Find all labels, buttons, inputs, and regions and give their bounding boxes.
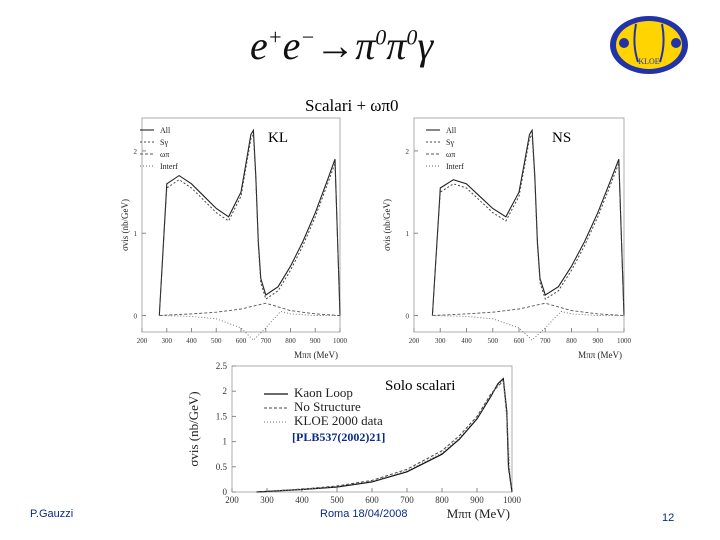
y-tick-label: 2 xyxy=(406,148,410,156)
series-line xyxy=(159,302,341,316)
x-tick-label: 900 xyxy=(310,337,321,345)
series-line xyxy=(431,132,625,316)
series-line xyxy=(159,310,340,341)
logo-text: KLOE xyxy=(638,57,659,66)
footer-date: Roma 18/04/2008 xyxy=(320,508,408,520)
x-tick-label: 600 xyxy=(514,337,525,345)
kloe-logo: KLOE xyxy=(610,16,688,74)
subtitle: Scalari + ωπ0 xyxy=(305,96,399,115)
x-tick-label: 600 xyxy=(365,495,379,505)
plot-frame xyxy=(231,365,513,493)
label-solo-scalari: Solo scalari xyxy=(385,378,456,394)
x-axis-label: Mππ (MeV) xyxy=(294,350,338,360)
x-tick-label: 800 xyxy=(435,495,449,505)
x-tick-label: 900 xyxy=(593,337,604,345)
reference: [PLB537(2002)21] xyxy=(292,430,386,444)
slide-title: e+e−→π0π0γ xyxy=(250,23,434,68)
y-tick-label: 1 xyxy=(223,437,228,447)
y-tick-label: 0 xyxy=(134,313,138,321)
x-tick-label: 300 xyxy=(435,337,446,345)
legend-label: ωπ xyxy=(446,150,455,159)
x-tick-label: 200 xyxy=(409,337,420,345)
series-line xyxy=(158,128,341,316)
y-tick-label: 1 xyxy=(406,230,410,238)
x-tick-label: 400 xyxy=(461,337,472,345)
series-line xyxy=(432,302,625,316)
x-tick-label: 700 xyxy=(540,337,551,345)
y-tick-label: 0 xyxy=(406,313,410,321)
y-tick-label: 1 xyxy=(134,230,138,238)
series-line xyxy=(431,128,625,316)
label-ns: NS xyxy=(552,130,572,146)
x-tick-label: 1000 xyxy=(333,337,348,345)
y-tick-label: 0 xyxy=(223,487,228,497)
x-tick-label: 900 xyxy=(470,495,484,505)
x-tick-label: 700 xyxy=(261,337,272,345)
x-tick-label: 500 xyxy=(330,495,344,505)
chart-solo: 200 300 400 500 600 700 800 900 1000 0 0.5 1 1.5 2 2.5… xyxy=(186,361,522,521)
legend-label: Interf xyxy=(446,162,464,171)
x-tick-label: 300 xyxy=(162,337,173,345)
y-tick-label: 1.5 xyxy=(216,411,228,421)
x-tick-label: 600 xyxy=(236,337,247,345)
legend-label: Sγ xyxy=(160,138,168,147)
x-tick-label: 500 xyxy=(488,337,499,345)
x-axis-label: Mππ (MeV) xyxy=(578,350,622,360)
legend-label: KLOE 2000 data xyxy=(294,413,383,428)
page-number: 12 xyxy=(662,512,675,524)
y-tick-label: 2 xyxy=(134,148,138,156)
x-tick-label: 200 xyxy=(225,495,239,505)
chart-kl: 200 300 400 500 600 700 800 900 1000 0 1 2 Mππ (MeV)… xyxy=(120,117,348,360)
x-tick-label: 800 xyxy=(566,337,577,345)
y-axis-label: σvis (nb/GeV) xyxy=(382,199,392,251)
y-tick-label: 2.5 xyxy=(216,361,228,371)
legend-label: Kaon Loop xyxy=(294,385,353,400)
x-tick-label: 800 xyxy=(285,337,296,345)
series-line xyxy=(256,380,513,493)
legend-label: No Structure xyxy=(294,399,361,414)
y-tick-label: 0.5 xyxy=(216,462,228,472)
x-tick-label: 1000 xyxy=(503,495,522,505)
series-line xyxy=(266,379,511,492)
x-tick-label: 200 xyxy=(137,337,148,345)
legend-label: All xyxy=(446,126,457,135)
series-line xyxy=(158,132,341,316)
y-axis-label: σvis (nb/GeV) xyxy=(186,391,201,466)
x-tick-label: 1000 xyxy=(617,337,632,345)
x-tick-label: 400 xyxy=(186,337,197,345)
legend-label: ωπ xyxy=(160,150,169,159)
x-tick-label: 700 xyxy=(400,495,414,505)
legend-label: Sγ xyxy=(446,138,454,147)
footer-author: P.Gauzzi xyxy=(30,508,74,520)
chart-ns: 200 300 400 500 600 700 800 900 1000 0 1 2 Mππ (MeV)… xyxy=(382,117,632,360)
x-tick-label: 300 xyxy=(260,495,274,505)
y-tick-label: 2 xyxy=(223,386,228,396)
series-line xyxy=(432,310,624,341)
legend-label: Interf xyxy=(160,162,178,171)
label-kl: KL xyxy=(268,130,288,146)
x-tick-label: 400 xyxy=(295,495,309,505)
x-axis-label: Mππ (MeV) xyxy=(447,506,510,521)
x-tick-label: 500 xyxy=(211,337,222,345)
legend-label: All xyxy=(160,126,171,135)
y-axis-label: σvis (nb/GeV) xyxy=(120,199,130,251)
